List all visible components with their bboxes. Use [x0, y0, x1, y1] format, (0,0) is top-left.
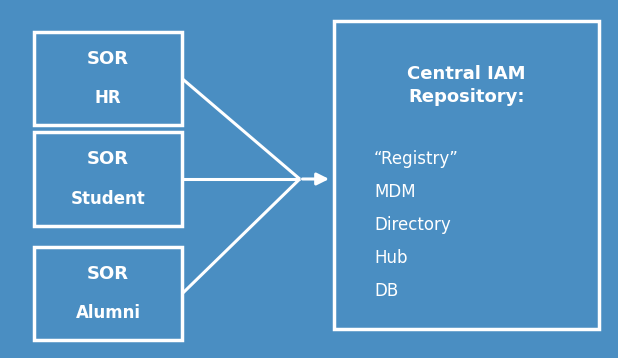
Text: Hub: Hub	[374, 249, 407, 267]
Text: DB: DB	[374, 282, 398, 300]
Text: Alumni: Alumni	[75, 304, 141, 322]
FancyBboxPatch shape	[34, 247, 182, 340]
Text: SOR: SOR	[87, 50, 129, 68]
Text: Central IAM
Repository:: Central IAM Repository:	[407, 66, 526, 106]
Text: MDM: MDM	[374, 183, 415, 201]
FancyBboxPatch shape	[34, 132, 182, 226]
Text: “Registry”: “Registry”	[374, 150, 459, 168]
FancyBboxPatch shape	[34, 32, 182, 125]
Text: Student: Student	[71, 190, 145, 208]
Text: HR: HR	[95, 90, 122, 107]
Text: SOR: SOR	[87, 265, 129, 283]
FancyBboxPatch shape	[334, 21, 599, 329]
Text: Directory: Directory	[374, 216, 451, 234]
Text: SOR: SOR	[87, 150, 129, 168]
